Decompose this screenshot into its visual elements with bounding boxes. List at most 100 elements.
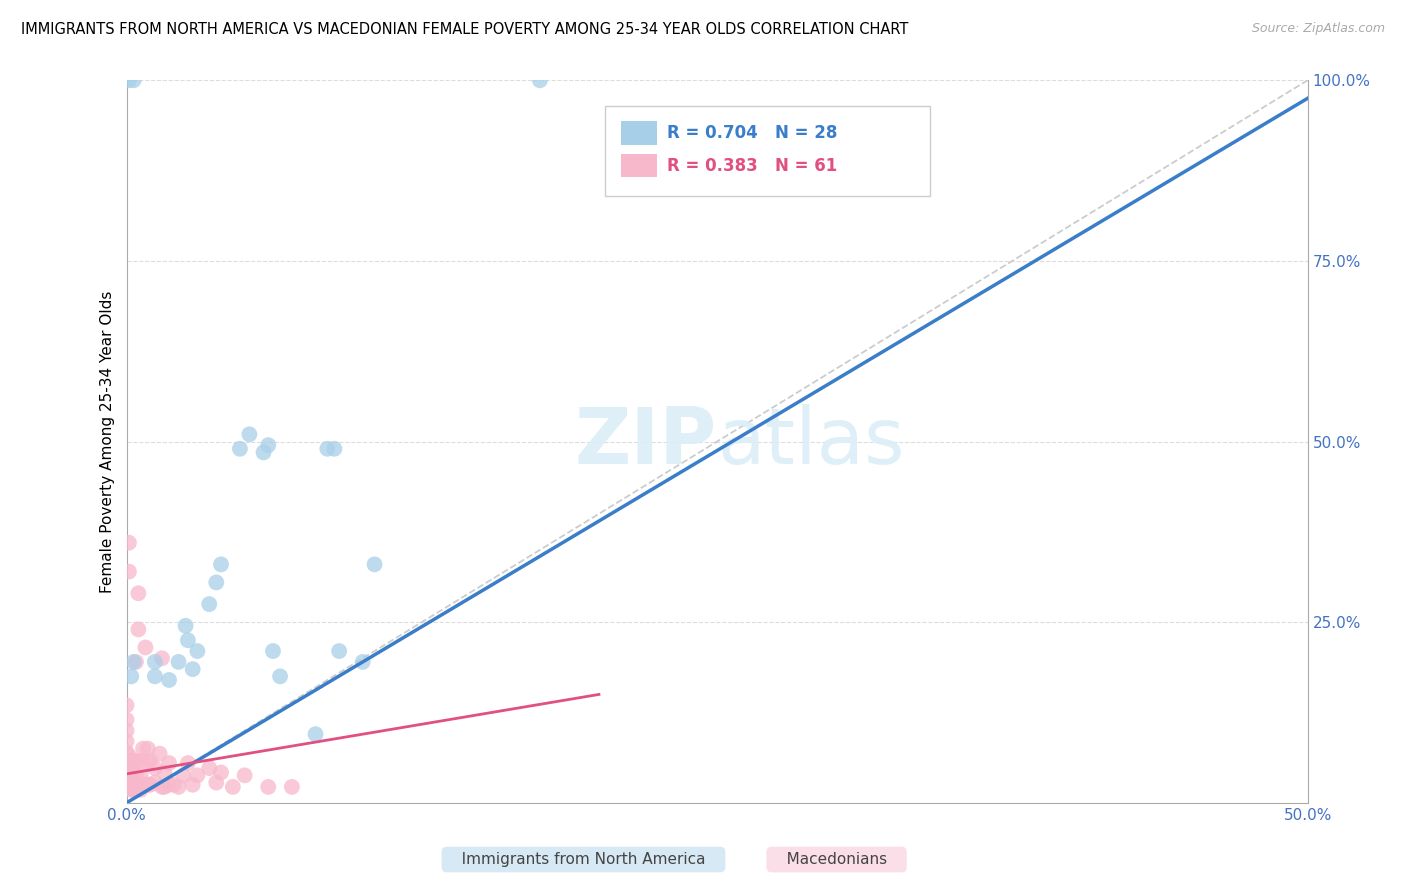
Point <box>115 764 138 778</box>
Point <box>122 655 145 669</box>
Point <box>209 558 232 572</box>
Text: R = 0.383   N = 61: R = 0.383 N = 61 <box>668 156 838 175</box>
Point <box>262 644 284 658</box>
Point <box>129 782 152 797</box>
Point <box>115 756 138 770</box>
Point <box>257 438 280 452</box>
Point <box>120 768 142 782</box>
Point <box>150 780 173 794</box>
Point <box>281 780 304 794</box>
Point <box>115 698 138 713</box>
FancyBboxPatch shape <box>605 105 929 196</box>
Point <box>257 780 280 794</box>
Point <box>174 619 197 633</box>
Point <box>115 778 138 792</box>
Point <box>157 778 180 792</box>
Point <box>205 575 228 590</box>
Point <box>122 73 145 87</box>
Point <box>118 771 141 785</box>
Point <box>136 741 159 756</box>
Point <box>125 754 148 768</box>
Point <box>115 771 138 785</box>
Point <box>172 768 194 782</box>
Point <box>177 756 200 770</box>
Point <box>129 754 152 768</box>
Point <box>352 655 374 669</box>
Point <box>127 623 149 637</box>
Point <box>328 644 350 658</box>
Point <box>304 727 326 741</box>
Point <box>198 597 221 611</box>
Point <box>115 734 138 748</box>
Point <box>143 655 166 669</box>
Point <box>229 442 252 456</box>
Point <box>316 442 339 456</box>
Point <box>115 745 138 759</box>
Point <box>115 781 138 796</box>
Point <box>120 669 142 683</box>
Text: ZIP: ZIP <box>575 403 717 480</box>
FancyBboxPatch shape <box>621 121 657 145</box>
Point <box>115 713 138 727</box>
Point <box>118 748 141 763</box>
Point <box>122 754 145 768</box>
Point <box>118 781 141 796</box>
Text: IMMIGRANTS FROM NORTH AMERICA VS MACEDONIAN FEMALE POVERTY AMONG 25-34 YEAR OLDS: IMMIGRANTS FROM NORTH AMERICA VS MACEDON… <box>21 22 908 37</box>
Point <box>167 780 190 794</box>
Text: R = 0.704   N = 28: R = 0.704 N = 28 <box>668 124 838 142</box>
Point <box>115 723 138 738</box>
Text: Immigrants from North America: Immigrants from North America <box>447 852 720 867</box>
Point <box>136 778 159 792</box>
Point <box>143 669 166 683</box>
Point <box>127 586 149 600</box>
Point <box>132 741 155 756</box>
Point <box>139 778 162 792</box>
Point <box>323 442 346 456</box>
Point <box>150 651 173 665</box>
Point <box>177 633 200 648</box>
Point <box>122 768 145 782</box>
Point <box>122 782 145 797</box>
Y-axis label: Female Poverty Among 25-34 Year Olds: Female Poverty Among 25-34 Year Olds <box>100 291 115 592</box>
Point <box>269 669 291 683</box>
Point <box>186 644 208 658</box>
Point <box>143 761 166 775</box>
FancyBboxPatch shape <box>621 154 657 178</box>
Point <box>181 662 204 676</box>
Point <box>136 756 159 770</box>
Point <box>120 754 142 768</box>
Point <box>118 565 141 579</box>
Point <box>157 673 180 687</box>
Point <box>149 747 172 761</box>
Point <box>118 73 141 87</box>
Point <box>222 780 245 794</box>
Point <box>529 73 551 87</box>
Point <box>134 778 156 792</box>
Point <box>118 760 141 774</box>
Point <box>125 782 148 797</box>
Point <box>129 768 152 782</box>
Text: Source: ZipAtlas.com: Source: ZipAtlas.com <box>1251 22 1385 36</box>
Point <box>209 765 232 780</box>
Point <box>186 768 208 782</box>
Point <box>120 782 142 797</box>
Point <box>153 765 176 780</box>
Point <box>125 768 148 782</box>
Point <box>134 640 156 655</box>
Point <box>118 535 141 549</box>
Text: Macedonians: Macedonians <box>772 852 901 867</box>
Point <box>163 778 186 792</box>
Point <box>198 761 221 775</box>
Point <box>139 754 162 768</box>
Point <box>181 778 204 792</box>
Point <box>167 655 190 669</box>
Point <box>252 445 274 459</box>
Point <box>238 427 260 442</box>
Point <box>153 780 176 794</box>
Point <box>143 775 166 789</box>
Point <box>363 558 385 572</box>
Point <box>205 775 228 789</box>
Point <box>125 655 148 669</box>
Point <box>157 756 180 770</box>
Text: atlas: atlas <box>717 403 904 480</box>
